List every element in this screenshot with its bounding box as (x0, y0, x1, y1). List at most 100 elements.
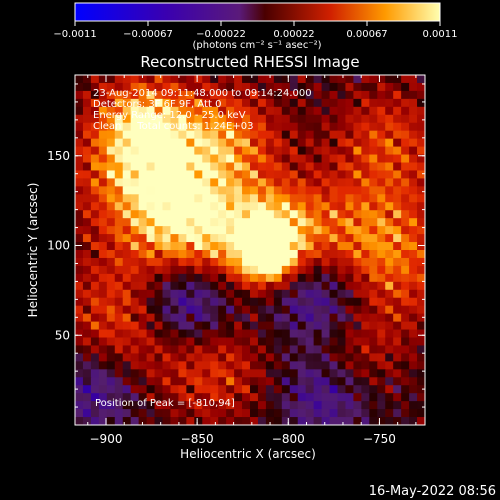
heatmap-cell (114, 385, 124, 394)
heatmap-cell (353, 289, 362, 299)
heatmap-cell (250, 305, 259, 315)
heatmap-cell (122, 417, 132, 425)
heatmap-cell (393, 154, 402, 164)
heatmap-cell (82, 361, 92, 370)
heatmap-cell (250, 409, 259, 418)
heatmap-cell (393, 257, 402, 267)
heatmap-cell (265, 75, 275, 84)
heatmap-cell (226, 75, 235, 84)
heatmap-cell (194, 138, 203, 148)
heatmap-cell (393, 122, 402, 132)
heatmap-cell (114, 273, 124, 283)
heatmap-cell (393, 281, 402, 291)
heatmap-cell (130, 369, 140, 378)
heatmap-cell (75, 393, 84, 402)
heatmap-cell (305, 122, 315, 132)
heatmap-cell (154, 281, 164, 291)
heatmap-cell (377, 130, 386, 140)
heatmap-cell (98, 90, 108, 100)
heatmap-cell (138, 210, 148, 219)
heatmap-cell (257, 242, 267, 251)
heatmap-cell (178, 393, 187, 402)
heatmap-cell (218, 273, 227, 283)
heatmap-cell (273, 289, 283, 299)
heatmap-cell (226, 178, 235, 187)
heatmap-cell (146, 250, 156, 259)
heatmap-cell (146, 122, 156, 132)
heatmap-cell (409, 329, 418, 339)
heatmap-cell (106, 393, 116, 402)
heatmap-cell (353, 281, 362, 291)
heatmap-cell (162, 329, 172, 339)
heatmap-cell (130, 178, 140, 187)
heatmap-cell (305, 361, 315, 370)
heatmap-cell (369, 82, 378, 92)
heatmap-cell (401, 273, 410, 283)
heatmap-cell (265, 226, 275, 235)
heatmap-cell (90, 417, 100, 425)
heatmap-cell (313, 75, 323, 84)
heatmap-cell (273, 114, 283, 124)
heatmap-cell (210, 154, 219, 164)
heatmap-cell (75, 273, 84, 283)
heatmap-cell (162, 289, 172, 299)
heatmap-cell (281, 162, 291, 172)
heatmap-cell (361, 385, 370, 394)
heatmap-cell (273, 337, 283, 347)
heatmap-cell (122, 353, 132, 362)
heatmap-cell (106, 417, 116, 425)
heatmap-cell (250, 242, 259, 251)
heatmap-cell (385, 297, 394, 307)
heatmap-cell (409, 289, 418, 299)
heatmap-cell (130, 321, 140, 331)
heatmap-cell (242, 409, 251, 418)
heatmap-cell (265, 82, 275, 92)
heatmap-cell (329, 329, 339, 339)
heatmap-cell (202, 106, 211, 116)
heatmap-cell (194, 329, 203, 339)
heatmap-cell (273, 281, 283, 291)
heatmap-cell (194, 75, 203, 84)
heatmap-cell (194, 305, 203, 315)
heatmap-cell (281, 154, 291, 164)
heatmap-cell (234, 90, 243, 100)
heatmap-cell (75, 329, 84, 339)
heatmap-cell (90, 297, 100, 307)
heatmap-cell (170, 122, 180, 132)
heatmap-cell (154, 170, 164, 180)
heatmap-cell (138, 369, 148, 378)
heatmap-cell (186, 297, 195, 307)
heatmap-cell (90, 154, 100, 164)
heatmap-cell (281, 305, 291, 315)
heatmap-cell (417, 417, 425, 425)
heatmap-cell (162, 297, 172, 307)
heatmap-cell (305, 297, 315, 307)
heatmap-cell (409, 369, 418, 378)
heatmap-cell (75, 401, 84, 410)
heatmap-cell (409, 90, 418, 100)
heatmap-cell (337, 345, 347, 355)
heatmap-cell (114, 146, 124, 156)
heatmap-cell (265, 234, 275, 243)
heatmap-cell (154, 178, 164, 187)
heatmap-cell (313, 138, 323, 148)
heatmap-cell (345, 385, 355, 394)
heatmap-cell (202, 337, 211, 347)
heatmap-cell (186, 226, 195, 235)
heatmap-cell (178, 313, 187, 323)
heatmap-cell (146, 162, 156, 172)
heatmap-cell (369, 321, 378, 331)
heatmap-cell (75, 194, 84, 203)
heatmap-cell (75, 162, 84, 172)
heatmap-cell (401, 178, 410, 187)
heatmap-cell (297, 273, 307, 283)
x-axis-ticks (87, 75, 417, 425)
heatmap-cell (162, 146, 172, 156)
heatmap-cell (146, 353, 156, 362)
heatmap-cell (106, 242, 116, 251)
heatmap-cell (114, 162, 124, 172)
heatmap-cell (186, 345, 195, 355)
heatmap-cell (273, 194, 283, 203)
heatmap-cell (98, 377, 108, 386)
heatmap-cell (250, 170, 259, 180)
